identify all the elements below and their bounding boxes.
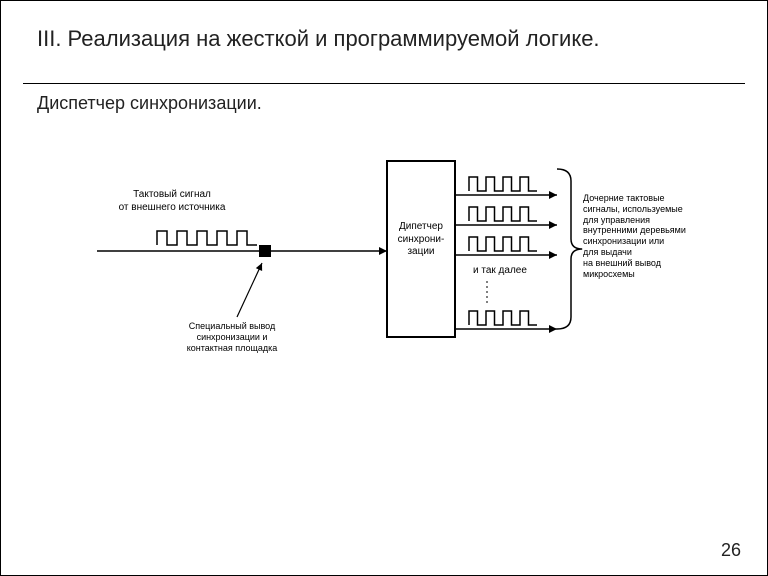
label-output: Дочерние тактовые сигналы, используемые …	[583, 193, 723, 279]
page-title: III. Реализация на жесткой и программиру…	[37, 25, 731, 53]
title-rule	[23, 83, 745, 84]
subtitle: Диспетчер синхронизации.	[37, 93, 262, 114]
label-input-clock: Тактовый сигнал от внешнего источника	[97, 189, 247, 214]
label-etc: и так далее	[473, 265, 553, 278]
slide-frame: III. Реализация на жесткой и программиру…	[0, 0, 768, 576]
page-number: 26	[721, 540, 741, 561]
label-pad: Специальный вывод синхронизации и контак…	[157, 321, 307, 353]
label-dispatcher: Дипетчер синхрони- зации	[387, 221, 455, 259]
sync-dispatcher-diagram: Тактовый сигнал от внешнего источника Ди…	[37, 131, 723, 391]
